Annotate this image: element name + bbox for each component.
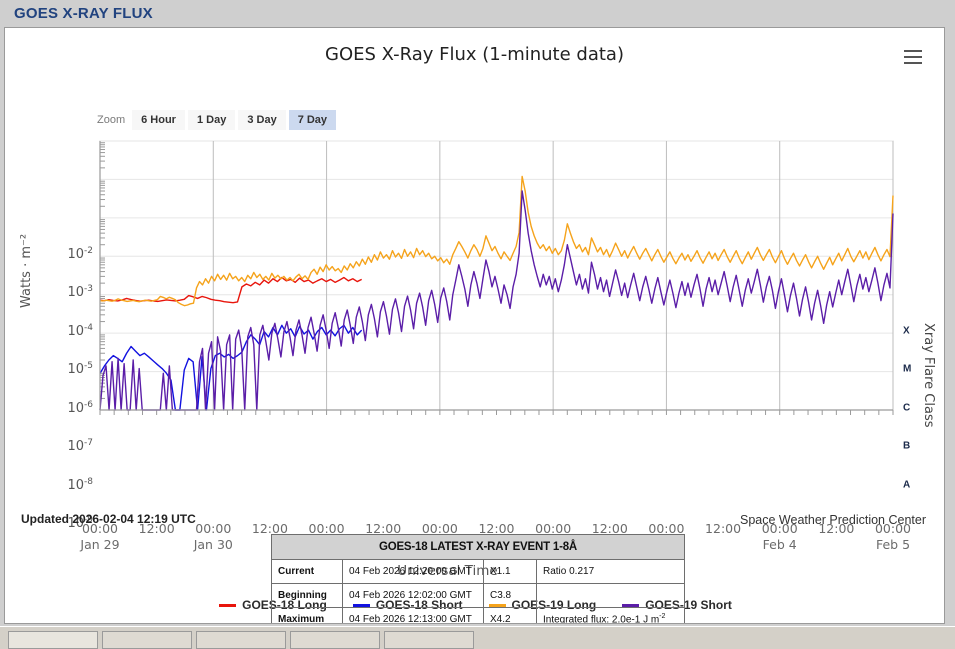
zoom-button-6-hour[interactable]: 6 Hour — [132, 110, 185, 130]
event-class: X4.2 — [483, 607, 537, 623]
flare-class-tick: X — [903, 325, 910, 337]
x-axis-tick: 12:00 — [138, 521, 175, 536]
xray-event-table: GOES-18 LATEST X-RAY EVENT 1-8Å Current 0… — [271, 534, 685, 623]
zoom-buttons: 6 Hour 1 Day 3 Day 7 Day — [132, 110, 339, 130]
source-attribution: Space Weather Prediction Center — [740, 513, 926, 527]
plot-area: Watts · m⁻² 10-2 10-3 10-4 10-5 10-6 10-7 10-8… — [5, 133, 944, 612]
series-goes-19-long — [99, 175, 894, 307]
event-note — [536, 583, 685, 608]
x-axis-tick: 12:00 — [478, 521, 515, 536]
taskbar — [0, 626, 955, 649]
flare-class-axis-title: Xray Flare Class — [921, 323, 936, 428]
y-axis-tick: 10-7 — [67, 437, 93, 455]
x-axis-tick: 12:00 — [818, 521, 855, 536]
y-axis-tick: 10-5 — [67, 361, 93, 378]
y-axis-tick: 10-6 — [67, 399, 93, 416]
y-axis-tick: 10-4 — [67, 322, 93, 340]
flare-class-tick: B — [903, 440, 911, 452]
event-class: C3.8 — [483, 583, 537, 608]
event-label: Current — [271, 559, 343, 584]
x-axis-tick: 00:00 Feb 4 — [761, 521, 798, 552]
table-row: Maximum 04 Feb 2026 12:13:00 GMT X4.2 Integ… — [271, 607, 685, 623]
window-title: GOES X-RAY FLUX — [14, 5, 153, 22]
event-label: Beginning — [271, 583, 343, 608]
taskbar-button[interactable] — [8, 631, 98, 649]
flare-class-tick: M — [903, 363, 912, 375]
y-axis-tick: 10-2 — [67, 245, 93, 263]
y-axis-tick: 10-3 — [67, 284, 93, 301]
flux-plot — [99, 140, 894, 415]
x-axis-tick: 00:00 Feb 5 — [874, 521, 912, 552]
x-axis-tick: 12:00 — [705, 521, 742, 536]
zoom-range-control: Zoom 6 Hour 1 Day 3 Day 7 Day — [97, 110, 339, 130]
chart-page: GOES X-Ray Flux (1-minute data) Zoom 6 H… — [4, 27, 945, 624]
y-axis-tick: 10-9 — [67, 514, 93, 532]
hamburger-menu-icon[interactable] — [904, 50, 922, 64]
zoom-button-3-day[interactable]: 3 Day — [238, 110, 286, 130]
x-axis-tick: 12:00 — [365, 521, 402, 536]
event-note: Integrated flux: 2.0e-1 J m-2 — [536, 607, 685, 623]
y-axis-ticks: 10-2 10-3 10-4 10-5 10-6 10-7 10-8 10-9 — [45, 238, 97, 531]
zoom-button-1-day[interactable]: 1 Day — [187, 110, 236, 130]
flare-class-axis: X M C B A — [903, 238, 919, 520]
taskbar-button[interactable] — [384, 631, 474, 649]
event-class: X1.1 — [483, 559, 537, 584]
legend-swatch — [219, 603, 237, 607]
table-row: Beginning 04 Feb 2026 12:02:00 GMT C3.8 — [271, 583, 685, 608]
event-table-header: GOES-18 LATEST X-RAY EVENT 1-8Å — [271, 534, 685, 560]
flare-class-tick: A — [903, 479, 911, 491]
x-axis-tick: 00:00 Jan 29 — [80, 521, 120, 552]
event-note: Ratio 0.217 — [536, 559, 685, 584]
x-axis-tick: 12:00 — [591, 521, 628, 536]
event-time: 04 Feb 2026 12:02:00 GMT — [342, 583, 484, 608]
taskbar-button[interactable] — [196, 631, 286, 649]
taskbar-button[interactable] — [290, 631, 380, 649]
event-time: 04 Feb 2026 12:20:00 GMT — [342, 559, 484, 584]
updated-timestamp: Updated 2026-02-04 12:19 UTC — [21, 512, 196, 526]
chart-title: GOES X-Ray Flux (1-minute data) — [325, 44, 624, 65]
y-axis-tick: 10-8 — [67, 476, 93, 493]
flare-class-tick: C — [903, 402, 911, 414]
x-axis-tick: 00:00 Jan 30 — [193, 521, 233, 552]
series-goes-19-short — [99, 190, 894, 411]
taskbar-button[interactable] — [102, 631, 192, 649]
zoom-label: Zoom — [97, 114, 126, 126]
event-time: 04 Feb 2026 12:13:00 GMT — [342, 607, 484, 623]
zoom-button-7-day[interactable]: 7 Day — [288, 110, 337, 130]
window-header: GOES X-RAY FLUX — [0, 0, 955, 27]
x-axis-tick: 12:00 — [251, 521, 288, 536]
event-label: Maximum — [271, 607, 343, 623]
table-row: Current 04 Feb 2026 12:20:00 GMT X1.1 Ratio… — [271, 559, 685, 584]
